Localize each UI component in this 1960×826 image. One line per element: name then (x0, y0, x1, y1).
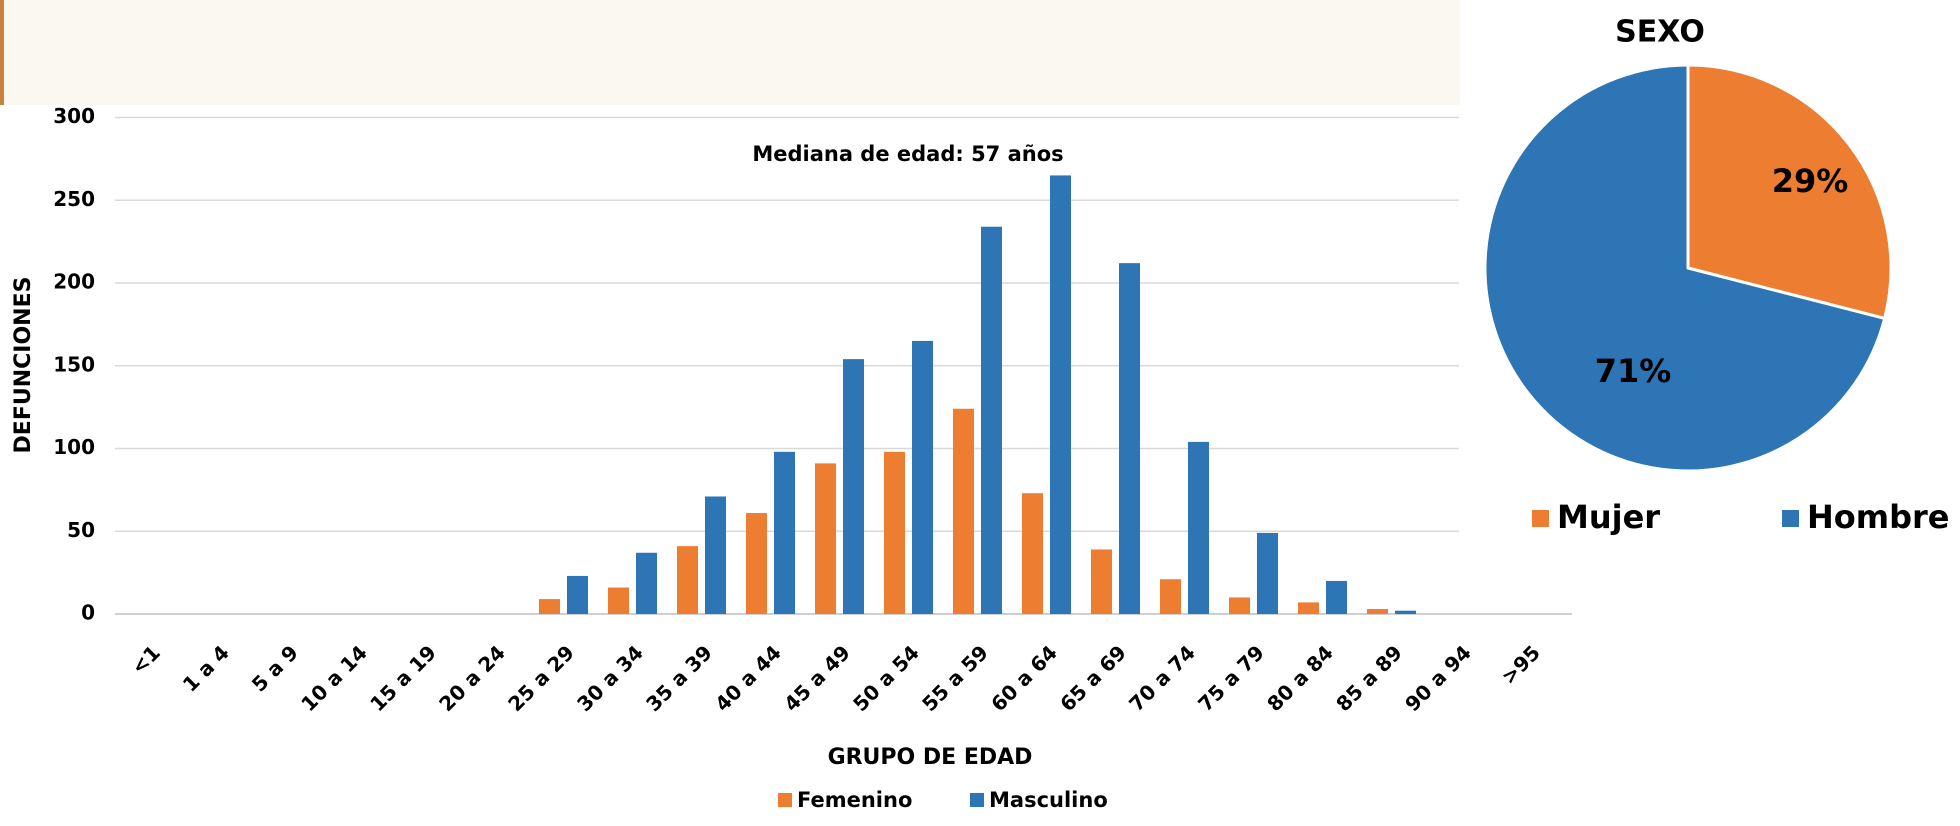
bar (884, 451, 905, 614)
legend-swatch (1532, 510, 1549, 527)
bar (912, 340, 933, 614)
x-tick-label: 65 a 69 (1055, 640, 1131, 716)
y-tick-label: 250 (53, 187, 95, 211)
x-tick-label: 30 a 34 (572, 640, 648, 716)
bar (1091, 549, 1112, 614)
x-tick-label: 10 a 14 (296, 640, 372, 716)
x-tick-label: 40 a 44 (710, 640, 786, 716)
legend-label: Femenino (797, 788, 912, 812)
bar (981, 226, 1002, 615)
y-tick-label: 50 (67, 518, 95, 542)
legend-swatch (970, 793, 984, 807)
bar (1257, 532, 1278, 614)
y-tick-label: 200 (53, 270, 95, 294)
pie-slice (1483, 63, 1887, 473)
x-tick-label: 35 a 39 (641, 640, 717, 716)
x-tick-label: 90 a 94 (1400, 640, 1476, 716)
bar (1298, 602, 1319, 614)
bar (953, 408, 974, 614)
bar (1022, 493, 1043, 614)
bar (1326, 580, 1347, 614)
y-tick-label: 0 (81, 601, 95, 625)
y-tick-label: 300 (53, 104, 95, 128)
x-tick-label: 75 a 79 (1193, 640, 1269, 716)
x-tick-label: 80 a 84 (1262, 640, 1338, 716)
legend-label: Mujer (1557, 498, 1660, 536)
bar (774, 451, 795, 614)
bar (1119, 263, 1140, 614)
chart-title: SEXO (1615, 15, 1705, 50)
bar (539, 599, 560, 614)
x-tick-label: 85 a 89 (1331, 640, 1407, 716)
y-tick-label: 150 (53, 352, 95, 376)
bar (1188, 441, 1209, 614)
legend-swatch (1782, 510, 1799, 527)
bar (1160, 579, 1181, 614)
x-tick-label: 55 a 59 (917, 640, 993, 716)
x-tick-label: >95 (1496, 640, 1545, 689)
bar (567, 575, 588, 614)
x-tick-label: <1 (126, 640, 165, 679)
x-tick-label: 50 a 54 (848, 640, 924, 716)
bar (843, 359, 864, 614)
x-tick-label: 5 a 9 (247, 640, 303, 696)
bar (636, 552, 657, 614)
bar (746, 513, 767, 614)
x-tick-label: 45 a 49 (779, 640, 855, 716)
bar (1050, 175, 1071, 615)
x-tick-label: 20 a 24 (434, 640, 510, 716)
bar (815, 463, 836, 614)
bar (608, 587, 629, 614)
pie-slice (1686, 63, 1893, 321)
legend-label: Hombre (1807, 498, 1950, 536)
x-tick-label: 25 a 29 (503, 640, 579, 716)
header-band (0, 0, 1460, 105)
x-tick-label: 1 a 4 (178, 640, 234, 696)
bar (1367, 609, 1388, 614)
bar (705, 496, 726, 614)
y-axis-label: DEFUNCIONES (11, 277, 36, 454)
value-label: 29% (1772, 162, 1849, 200)
x-tick-label: 15 a 19 (365, 640, 441, 716)
x-tick-label: 70 a 74 (1124, 640, 1200, 716)
bar (1229, 597, 1250, 614)
header-accent (0, 0, 4, 105)
bar (1395, 610, 1416, 614)
x-axis-label: GRUPO DE EDAD (828, 745, 1033, 770)
legend-label: Masculino (989, 788, 1108, 812)
y-tick-label: 100 (53, 435, 95, 459)
legend-swatch (778, 793, 792, 807)
bar (677, 546, 698, 614)
annotation: Mediana de edad: 57 años (752, 142, 1063, 166)
value-label: 71% (1595, 352, 1672, 390)
x-tick-label: 60 a 64 (986, 640, 1062, 716)
